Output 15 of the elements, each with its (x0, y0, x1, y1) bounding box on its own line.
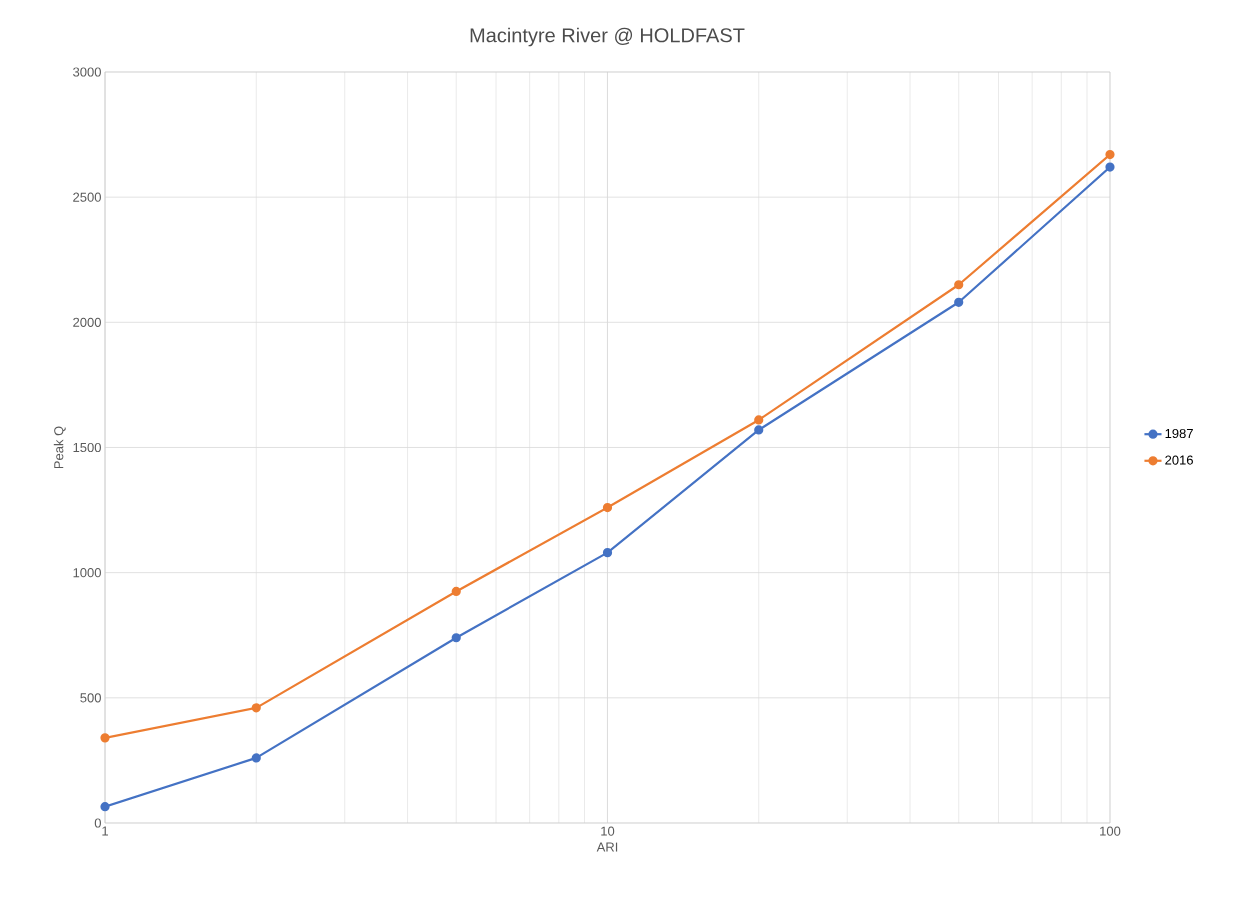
y-tick-label: 0 (94, 818, 101, 828)
y-axis-title: Peak Q (53, 426, 66, 469)
y-tick-label: 1500 (73, 442, 101, 453)
x-tick-label: 100 (1100, 826, 1121, 836)
legend-label: 1987 (1165, 428, 1193, 439)
x-tick-label: 1 (102, 826, 108, 836)
y-tick-label: 500 (80, 693, 101, 703)
y-tick-label: 2500 (73, 192, 101, 202)
y-tick-label: 2000 (73, 317, 101, 327)
x-tick-label: 10 (601, 826, 615, 836)
y-tick-label: 1000 (73, 568, 101, 578)
y-tick-label: 3000 (73, 67, 101, 77)
chart-title: Macintyre River @ HOLDFAST (470, 27, 745, 47)
x-axis-title: ARI (596, 842, 618, 852)
legend-label: 2016 (1165, 455, 1193, 465)
